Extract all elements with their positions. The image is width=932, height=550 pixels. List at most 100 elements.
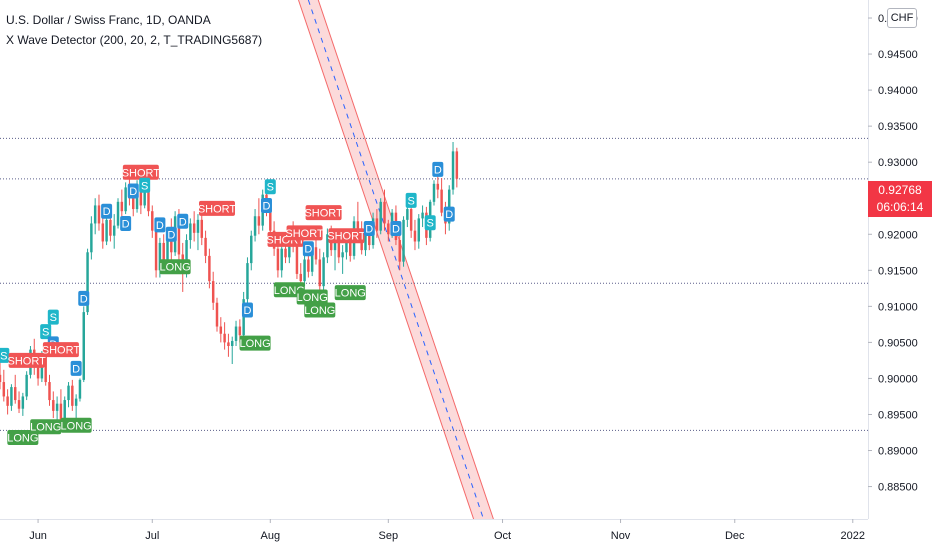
indicator-legend[interactable]: X Wave Detector (200, 20, 2, T_TRADING56…: [6, 33, 263, 47]
candle: [2, 369, 6, 402]
signal-long: LONG: [30, 419, 61, 435]
candle: [208, 248, 211, 289]
y-tick-label: 0.94000: [878, 85, 918, 97]
last-price-value: 0.92768: [878, 183, 922, 197]
x-tick-label: Aug: [261, 530, 281, 542]
signal-short: SHORT: [327, 228, 366, 244]
signal-box: [127, 183, 139, 199]
candle: [17, 391, 21, 414]
candle-body: [55, 403, 59, 411]
candle-body: [234, 326, 238, 341]
candle-body: [116, 201, 120, 226]
signal-d: D: [241, 302, 253, 318]
candle: [97, 194, 101, 231]
candle-body: [364, 230, 367, 251]
candle-body: [356, 221, 360, 235]
candle: [432, 180, 436, 206]
candle-body: [90, 223, 93, 253]
candle-body: [170, 234, 173, 253]
y-tick-label: 0.89500: [878, 409, 918, 421]
bar-countdown: 06:06:14: [876, 200, 924, 214]
signal-box: [47, 309, 59, 325]
signal-box: [120, 215, 132, 231]
candle-body: [257, 216, 261, 226]
candle-body: [276, 248, 280, 271]
candle-body: [109, 219, 112, 236]
signal-d: D: [363, 221, 375, 237]
candle: [21, 392, 25, 416]
candle-body: [246, 263, 249, 300]
candle-body: [147, 185, 150, 212]
candle-body: [124, 187, 127, 212]
signal-box: [405, 192, 417, 208]
signal-box: [101, 203, 113, 219]
candle-body: [322, 257, 325, 287]
signal-box: [0, 347, 10, 363]
signal-text: D: [72, 363, 80, 375]
candle-body: [250, 235, 253, 264]
candle: [223, 322, 226, 350]
candle: [379, 198, 382, 235]
signal-box: [40, 324, 52, 340]
regression-channel: [297, 0, 494, 520]
candle-body: [192, 223, 196, 233]
candle-body: [299, 273, 302, 282]
currency-label[interactable]: CHF: [887, 8, 917, 28]
signal-box: [154, 217, 166, 233]
candle-body: [120, 201, 124, 212]
y-tick-label: 0.91000: [878, 301, 918, 313]
candle-body: [93, 205, 97, 224]
signal-box: [199, 200, 235, 216]
candle-body: [97, 205, 101, 224]
candle-body: [132, 198, 135, 210]
signal-text: D: [365, 224, 373, 236]
candle-body: [284, 248, 287, 258]
candle-body: [105, 219, 108, 242]
candle: [387, 219, 390, 242]
candle: [74, 394, 78, 419]
signal-long: LONG: [61, 417, 92, 433]
candle: [280, 242, 283, 278]
candle-body: [71, 385, 74, 406]
signal-s: S: [47, 309, 59, 325]
signal-text: S: [141, 180, 148, 192]
signal-text: SHORT: [304, 208, 343, 220]
candle-body: [143, 185, 146, 206]
candle-body: [48, 382, 51, 401]
candle-body: [44, 356, 47, 383]
candle-body: [379, 201, 382, 231]
candle-body: [269, 209, 272, 231]
candle: [219, 317, 223, 343]
signal-box: [304, 302, 336, 318]
y-tick-label: 0.89000: [878, 446, 918, 458]
signal-long: LONG: [239, 335, 271, 351]
signal-text: D: [304, 244, 312, 256]
signal-text: SHORT: [198, 203, 237, 215]
signal-box: [390, 221, 402, 237]
candle-body: [204, 237, 207, 256]
signal-d: D: [127, 183, 139, 199]
signal-text: D: [103, 206, 111, 218]
candle-body: [318, 259, 322, 287]
candle-body: [211, 281, 215, 303]
candle-body: [10, 387, 13, 406]
candle: [230, 336, 234, 365]
signal-s: S: [405, 192, 417, 208]
signal-text: D: [243, 305, 251, 317]
signal-text: D: [80, 293, 88, 305]
candle: [383, 189, 386, 231]
candle-body: [200, 219, 204, 238]
candle-body: [447, 189, 451, 224]
signal-box: [264, 179, 276, 195]
signal-text: S: [0, 350, 7, 362]
candle-body: [36, 367, 40, 379]
candle-body: [417, 218, 421, 242]
candle-body: [238, 326, 242, 336]
signal-text: LONG: [335, 288, 366, 300]
candle-body: [280, 248, 283, 271]
signal-d: D: [260, 197, 272, 213]
candle: [250, 230, 253, 271]
signal-text: SHORT: [42, 345, 81, 357]
candle: [90, 216, 93, 260]
